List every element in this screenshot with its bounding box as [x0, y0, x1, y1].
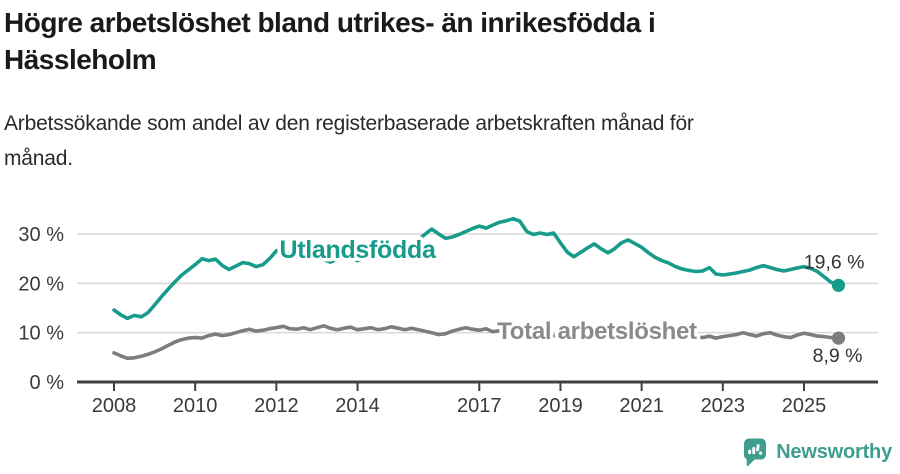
- exclamation-stem: [756, 444, 760, 452]
- x-tick-label-2021: 2021: [619, 395, 664, 417]
- series-label-1: Total arbetslöshet: [497, 318, 697, 345]
- series-label-0: Utlandsfödda: [279, 236, 437, 264]
- page-title: Högre arbetslöshet bland utrikes- än inr…: [4, 4, 884, 78]
- x-tick-label-2014: 2014: [335, 395, 380, 417]
- title-line-2: Hässleholm: [4, 44, 157, 75]
- y-tick-label-20: 20 %: [18, 273, 64, 295]
- x-tick-label-2010: 2010: [173, 395, 218, 417]
- y-tick-label-10: 10 %: [18, 323, 64, 345]
- line-series-0-utlandsfödda: [112, 216, 841, 321]
- x-tick-label-2012: 2012: [254, 395, 299, 417]
- x-tick-label-2025: 2025: [782, 395, 827, 417]
- x-tick-label-2017: 2017: [457, 395, 502, 417]
- page-subtitle: Arbetssökande som andel av den registerb…: [4, 106, 824, 176]
- end-value-label-1: 8,9 %: [813, 345, 863, 367]
- title-line-1: Högre arbetslöshet bland utrikes- än inr…: [4, 7, 656, 38]
- subtitle-line-1: Arbetssökande som andel av den registerb…: [4, 112, 694, 135]
- x-tick-label-2008: 2008: [92, 395, 137, 417]
- exclamation-dot: [759, 451, 763, 455]
- bar-small: [748, 449, 752, 455]
- y-tick-label-30: 30 %: [18, 224, 64, 246]
- end-dot-0: [831, 278, 846, 292]
- y-tick-label-0: 0 %: [30, 372, 65, 394]
- line-series-1-total-arbetslöshet: [112, 323, 841, 361]
- newsworthy-bubble-icon: [744, 438, 767, 467]
- newsworthy-logo: Newsworthy: [743, 438, 892, 467]
- end-value-label-0: 19,6 %: [804, 251, 865, 273]
- x-tick-label-2019: 2019: [538, 395, 583, 417]
- end-dot-1: [831, 331, 846, 345]
- subtitle-line-2: månad.: [4, 147, 73, 170]
- logo-wordmark: Newsworthy: [776, 441, 892, 463]
- x-tick-label-2023: 2023: [701, 395, 746, 417]
- bar-medium: [752, 447, 756, 455]
